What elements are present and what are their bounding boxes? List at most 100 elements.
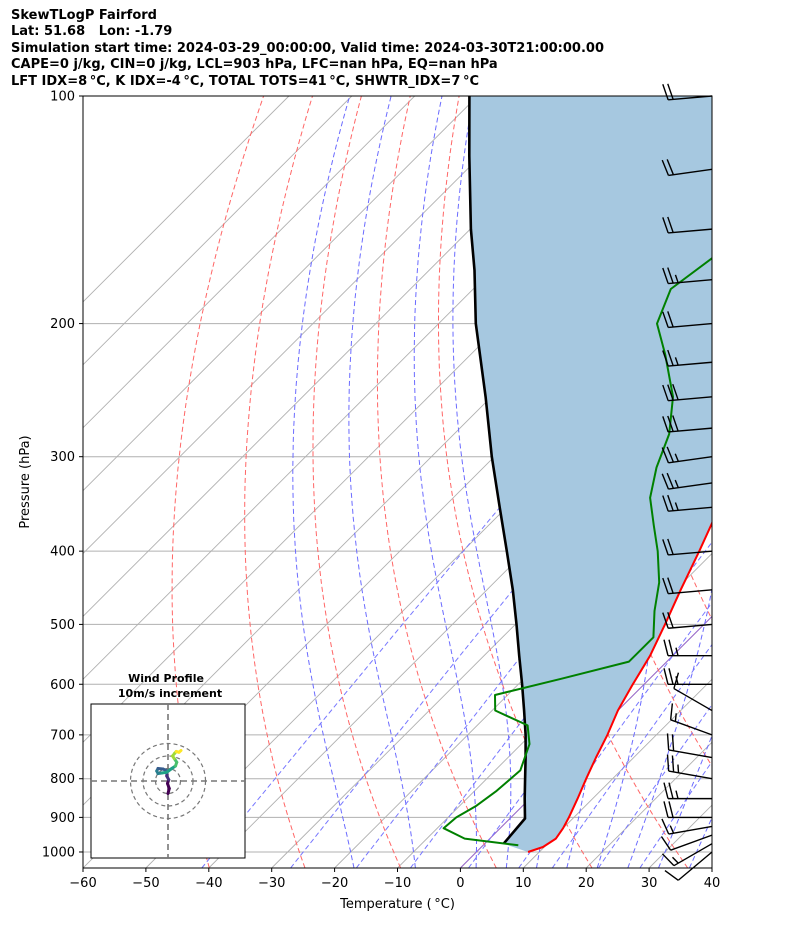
index-line: LFT IDX=8 °C, K IDX=-4 °C, TOTAL TOTS=41… xyxy=(11,73,479,89)
x-tick-label: −50 xyxy=(132,876,159,891)
barb-feather xyxy=(667,415,674,432)
hodograph-segment xyxy=(177,749,183,754)
x-tick-label: 20 xyxy=(578,876,595,891)
barb-staff xyxy=(668,228,713,234)
mixing-ratio-line xyxy=(597,703,712,868)
barb-half-feather xyxy=(675,790,679,799)
chart-title: SkewTLogP Fairford xyxy=(11,8,157,23)
barb-feather xyxy=(671,755,675,772)
barb-staff xyxy=(668,396,713,402)
y-tick-label: 700 xyxy=(50,728,75,743)
y-tick-label: 400 xyxy=(50,545,75,560)
barb-feather xyxy=(663,668,669,685)
moist-adiabat-line xyxy=(292,96,355,868)
barb-half-feather xyxy=(675,676,679,685)
wind-barb xyxy=(664,851,713,881)
barb-feather xyxy=(662,311,669,328)
barb-feather xyxy=(661,853,675,867)
wind-profile-inset: Wind Profile 10m/s increment xyxy=(90,672,246,859)
hodograph xyxy=(91,704,245,858)
moist-adiabat-line xyxy=(348,96,416,868)
barb-feather xyxy=(667,611,674,629)
barb-staff xyxy=(673,843,713,867)
wind-barb xyxy=(662,577,713,595)
barb-feather xyxy=(666,446,675,463)
barb-staff xyxy=(668,95,713,101)
isotherm-line xyxy=(711,867,712,868)
barb-staff xyxy=(668,456,713,464)
wind-barb xyxy=(662,383,713,402)
barb-feather xyxy=(667,538,674,555)
x-tick-label: −10 xyxy=(384,876,411,891)
barb-half-feather xyxy=(674,479,679,488)
barb-feather xyxy=(668,668,674,685)
inset-subtitle: 10m/s increment xyxy=(118,687,222,700)
y-tick-label: 200 xyxy=(50,317,75,332)
barb-feather xyxy=(661,473,670,490)
wind-barb xyxy=(660,834,713,851)
barb-half-feather xyxy=(674,713,677,722)
y-tick-label: 900 xyxy=(50,811,75,826)
barb-staff xyxy=(668,482,713,490)
barb-feather xyxy=(664,870,679,881)
barb-staff xyxy=(673,687,713,712)
wind-barb xyxy=(661,818,713,835)
isotherm-line xyxy=(83,96,416,429)
wind-barb xyxy=(662,538,713,556)
isotherm-line xyxy=(83,96,290,303)
dry-adiabat-line xyxy=(376,96,497,868)
wind-barb xyxy=(662,611,713,629)
dewpoint-line xyxy=(442,257,712,847)
barb-feather xyxy=(661,818,670,835)
x-axis-label: Temperature ( °C) xyxy=(339,897,455,912)
wind-barb xyxy=(661,159,713,177)
barb-feather xyxy=(666,754,670,772)
barb-staff xyxy=(670,834,713,851)
x-tick-label: −30 xyxy=(258,876,285,891)
barb-feather xyxy=(662,495,669,512)
wind-barb xyxy=(669,703,713,736)
barb-feather xyxy=(668,782,674,799)
isotherm-line xyxy=(334,489,712,868)
wind-barb xyxy=(662,415,713,433)
dry-adiabat-line xyxy=(703,96,712,203)
y-tick-label: 100 xyxy=(50,90,75,105)
isotherm-line xyxy=(83,96,478,492)
wind-barb xyxy=(662,83,713,101)
temperature-line xyxy=(527,520,712,853)
y-axis-label: Pressure (hPa) xyxy=(18,435,33,528)
mixing-ratio-line xyxy=(290,344,712,868)
barb-feather xyxy=(662,416,669,433)
barb-feather xyxy=(663,639,669,656)
barb-feather xyxy=(666,733,670,750)
moist-adiabat-line xyxy=(627,96,712,868)
barb-staff xyxy=(668,279,713,285)
barb-feather xyxy=(662,384,669,401)
wind-barb xyxy=(662,494,713,512)
barb-feather xyxy=(662,612,669,629)
barb-feather xyxy=(667,267,674,284)
wind-barb xyxy=(663,801,712,819)
barb-half-feather xyxy=(674,357,679,366)
wind-barb xyxy=(662,349,713,367)
dry-adiabat-line xyxy=(244,96,313,868)
isotherm-line xyxy=(83,96,541,555)
barb-feather xyxy=(662,539,669,556)
barb-feather xyxy=(663,801,669,818)
barb-feather xyxy=(671,734,675,751)
moist-adiabat-line xyxy=(658,734,712,868)
wind-barb xyxy=(662,216,713,234)
barb-staff xyxy=(668,550,713,556)
barb-staff xyxy=(668,427,713,433)
y-tick-label: 800 xyxy=(50,772,75,787)
x-tick-label: 30 xyxy=(641,876,658,891)
barb-feather xyxy=(668,639,674,656)
barb-staff xyxy=(670,719,713,736)
x-tick-label: −60 xyxy=(69,876,96,891)
wind-barb xyxy=(663,782,712,800)
dry-adiabat-line xyxy=(312,96,402,868)
barb-feather xyxy=(661,159,670,176)
barb-staff xyxy=(668,825,713,835)
barb-staff xyxy=(677,851,713,881)
